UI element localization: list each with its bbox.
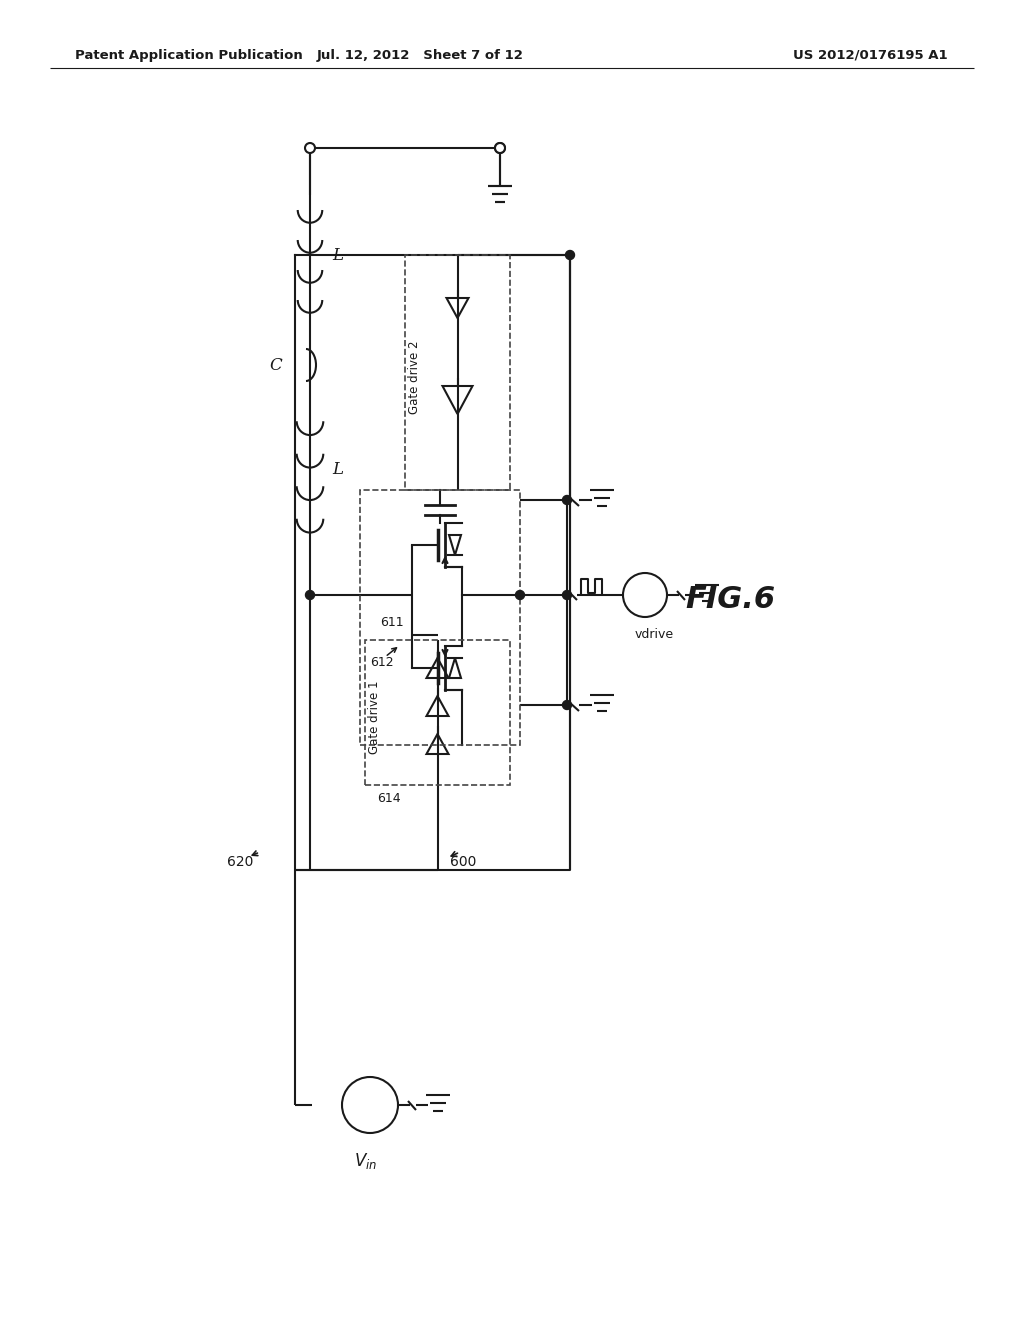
Circle shape [495, 143, 505, 153]
Text: vdrive: vdrive [635, 628, 674, 642]
Circle shape [495, 143, 505, 153]
Text: $V_{in}$: $V_{in}$ [354, 1151, 378, 1171]
Text: +: + [358, 1093, 372, 1111]
Circle shape [305, 590, 314, 599]
Text: L: L [332, 247, 343, 264]
Circle shape [565, 251, 574, 260]
Circle shape [342, 1077, 398, 1133]
Text: 600: 600 [450, 855, 476, 869]
Text: +: + [633, 583, 647, 602]
Bar [360, 490, 520, 744]
Circle shape [562, 701, 571, 710]
Text: Gate drive 2: Gate drive 2 [408, 341, 421, 414]
Text: 620: 620 [227, 855, 253, 869]
Circle shape [562, 495, 571, 504]
Text: −: − [372, 1101, 384, 1115]
Text: Patent Application Publication: Patent Application Publication [75, 49, 303, 62]
Text: FIG.6: FIG.6 [685, 586, 775, 615]
Circle shape [515, 590, 524, 599]
Text: Jul. 12, 2012   Sheet 7 of 12: Jul. 12, 2012 Sheet 7 of 12 [316, 49, 523, 62]
Text: 611: 611 [380, 615, 403, 628]
Bar [365, 640, 510, 785]
Bar [406, 255, 510, 490]
Text: L: L [332, 462, 343, 479]
Circle shape [623, 573, 667, 616]
Text: C: C [269, 356, 282, 374]
Circle shape [562, 590, 571, 599]
Circle shape [305, 143, 315, 153]
Text: US 2012/0176195 A1: US 2012/0176195 A1 [793, 49, 947, 62]
Text: 614: 614 [377, 792, 400, 804]
Text: −: − [647, 589, 658, 603]
Text: Gate drive 1: Gate drive 1 [368, 681, 381, 754]
Text: 612: 612 [370, 656, 393, 668]
